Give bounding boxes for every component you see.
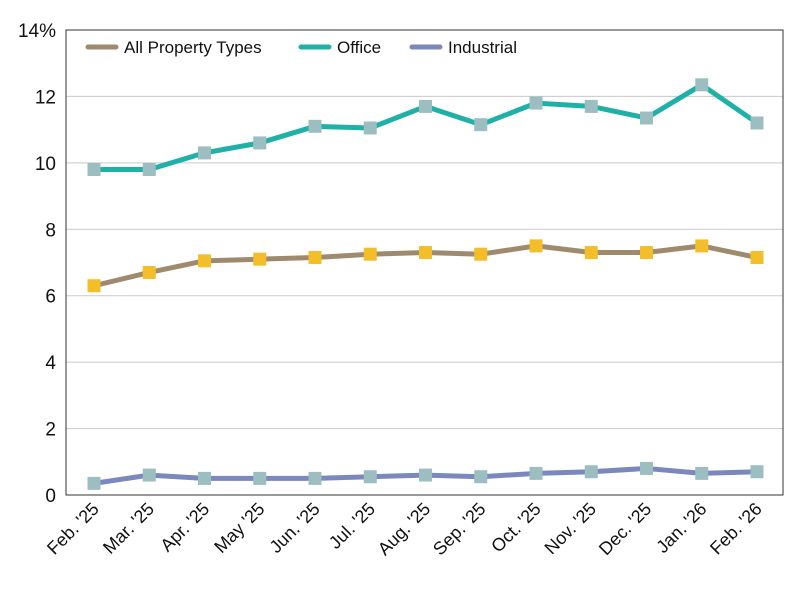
data-point (363, 121, 377, 135)
y-tick-label: 8 (45, 220, 56, 241)
data-point (142, 163, 156, 176)
data-point (308, 119, 322, 133)
x-tick-label: May '25 (210, 499, 268, 557)
x-tick-label: Sep. '25 (429, 499, 489, 559)
y-tick-label: 10 (35, 154, 56, 175)
data-point (474, 118, 488, 132)
data-point (198, 254, 211, 268)
data-point (750, 465, 764, 479)
data-point (87, 476, 101, 490)
legend-item: Industrial (409, 38, 517, 57)
x-tick-label: Dec. '25 (595, 499, 655, 559)
data-point (529, 466, 543, 480)
data-point (695, 466, 709, 480)
data-point (198, 146, 211, 160)
legend: All Property Types Office Industrial (85, 38, 517, 57)
y-tick-label: 12 (35, 87, 56, 108)
data-point (750, 116, 764, 130)
x-tick-label: Jul. '25 (325, 499, 379, 553)
data-point (253, 471, 267, 485)
plot-frame (65, 29, 784, 496)
data-point (253, 252, 267, 266)
data-point (198, 471, 211, 485)
data-point (142, 468, 156, 482)
data-point (308, 471, 322, 485)
legend-label: Industrial (448, 38, 517, 57)
legend-item: Office (298, 38, 381, 57)
data-point (363, 470, 377, 484)
x-tick-label: Feb. '25 (43, 499, 103, 559)
series-line (91, 82, 760, 172)
x-tick-label: Jun. '25 (266, 499, 324, 557)
data-point (87, 279, 101, 293)
x-tick-label: Jan. '26 (652, 499, 710, 557)
data-point (474, 247, 488, 261)
data-point (584, 246, 598, 260)
data-point (695, 78, 709, 92)
data-point (419, 468, 432, 482)
data-point (419, 99, 432, 113)
data-point (584, 465, 598, 479)
x-tick-label: Apr. '25 (156, 499, 213, 556)
data-point (308, 251, 322, 265)
data-point (419, 246, 432, 260)
y-axis-ticks: 0 2 4 6 8 10 12 14% (18, 21, 56, 507)
data-point (750, 251, 764, 265)
data-point (695, 239, 709, 253)
x-tick-label: Mar. '25 (99, 499, 158, 558)
x-tick-label: Aug. '25 (374, 499, 434, 559)
data-point (640, 111, 653, 125)
y-tick-label: 6 (45, 287, 56, 308)
data-point (253, 136, 267, 150)
legend-item: All Property Types (85, 38, 262, 57)
y-tick-label: 4 (45, 353, 56, 374)
x-tick-label: Feb. '26 (706, 499, 766, 559)
data-point (474, 470, 488, 484)
series-0 (87, 239, 764, 293)
data-point (529, 96, 543, 110)
data-point (529, 239, 543, 253)
series-lines (87, 78, 764, 490)
data-point (584, 99, 598, 113)
gridlines (66, 95, 783, 430)
y-tick-label: 0 (45, 486, 56, 507)
data-point (142, 265, 156, 279)
legend-label: All Property Types (124, 38, 262, 57)
y-tick-label: 2 (45, 420, 56, 441)
y-tick-label: 14% (18, 21, 56, 42)
series-2 (87, 461, 764, 490)
series-1 (87, 78, 764, 176)
data-point (87, 163, 101, 176)
data-point (640, 461, 653, 475)
x-tick-label: Nov. '25 (541, 499, 600, 558)
data-point (640, 246, 653, 260)
legend-label: Office (337, 38, 381, 57)
data-point (363, 247, 377, 261)
x-tick-label: Oct. '25 (487, 499, 545, 557)
